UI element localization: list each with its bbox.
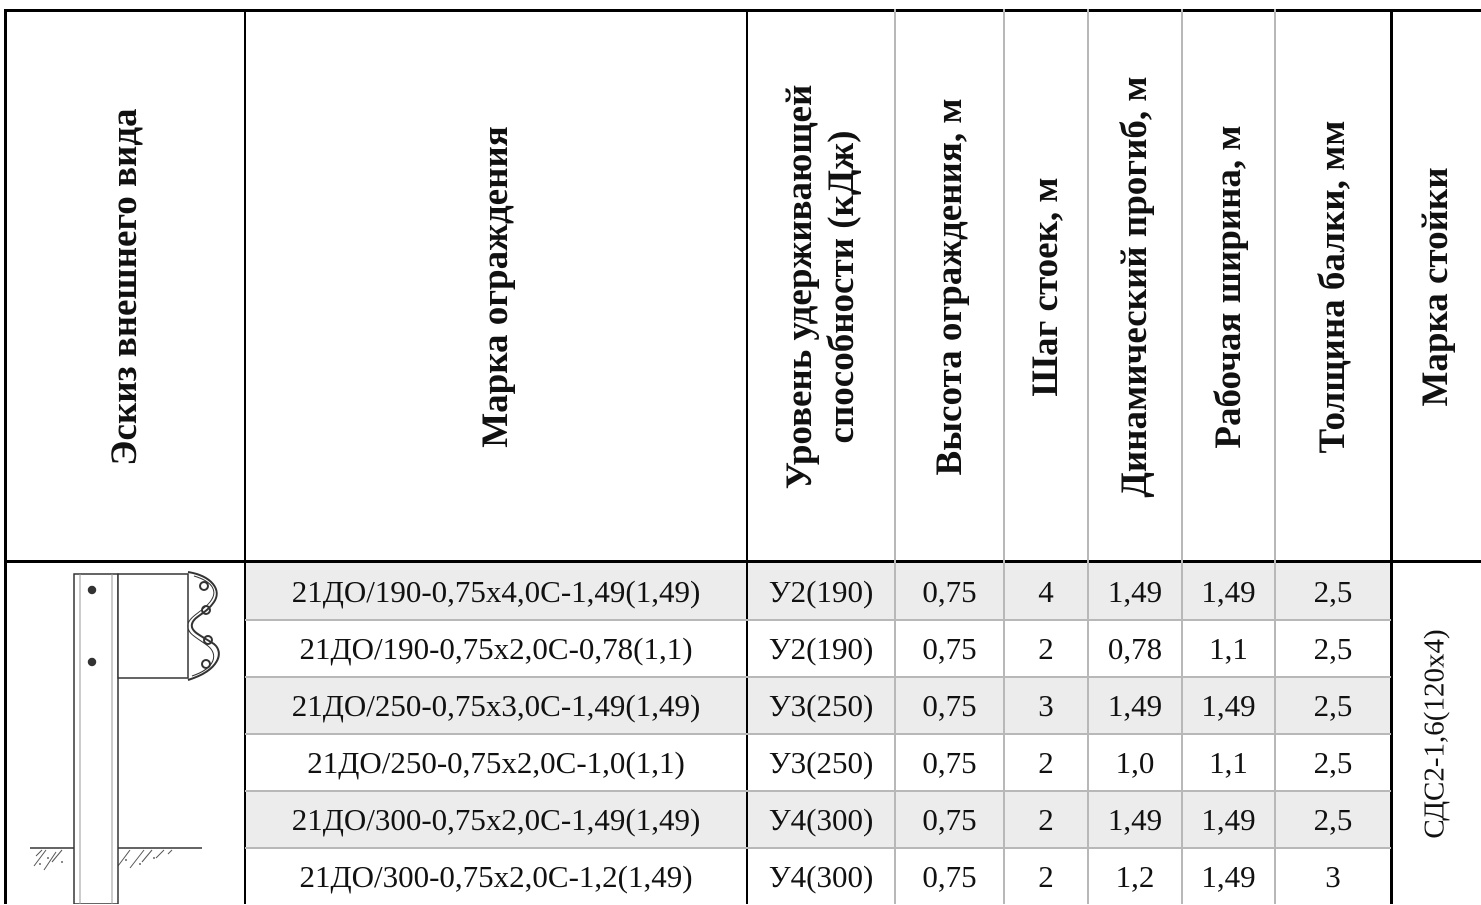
- cell-thickness: 2,5: [1313, 574, 1353, 609]
- col-divider-height: [1003, 9, 1005, 904]
- table-left-border: [4, 9, 7, 904]
- col-divider-brand: [746, 9, 748, 904]
- cell-width: 1,49: [1201, 859, 1256, 894]
- cell-thickness: 2,5: [1313, 802, 1353, 837]
- table-row: 21ДО/250-0,75х2,0С-1,0(1,1) У3(250) 0,75…: [245, 734, 1391, 791]
- cell-level: У3(250): [768, 688, 874, 723]
- table-row: 21ДО/190-0,75х4,0С-1,49(1,49) У2(190) 0,…: [245, 563, 1391, 620]
- col-divider-level: [894, 9, 896, 904]
- post-shape: [73, 573, 119, 904]
- cell-deflection: 1,49: [1107, 688, 1163, 723]
- cell-brand: 21ДО/300-0,75х2,0С-1,49(1,49): [291, 802, 701, 837]
- row-divider: [245, 619, 1391, 621]
- col-divider-sketch: [244, 9, 246, 904]
- cell-step: 4: [1038, 574, 1054, 609]
- cell-deflection: 1,2: [1115, 859, 1155, 894]
- cell-width: 1,1: [1209, 745, 1248, 780]
- table-top-border: [4, 9, 1481, 12]
- cell-width: 1,49: [1201, 574, 1256, 609]
- table-row: 21ДО/300-0,75х2,0С-1,2(1,49) У4(300) 0,7…: [245, 848, 1391, 905]
- cell-brand: 21ДО/190-0,75х2,0С-0,78(1,1): [299, 631, 693, 666]
- cell-brand: 21ДО/250-0,75х2,0С-1,0(1,1): [307, 745, 685, 780]
- col-divider-deflection: [1181, 9, 1183, 904]
- cell-level: У2(190): [768, 631, 874, 666]
- cell-height: 0,75: [922, 688, 977, 723]
- beam-profile: [187, 571, 220, 681]
- cell-thickness: 2,5: [1313, 631, 1353, 666]
- col-divider-width: [1274, 9, 1276, 904]
- table-row: 21ДО/300-0,75х2,0С-1,49(1,49) У4(300) 0,…: [245, 791, 1391, 848]
- cell-level: У2(190): [768, 574, 874, 609]
- cell-step: 2: [1038, 745, 1054, 780]
- cell-thickness: 2,5: [1313, 745, 1353, 780]
- col-divider-step: [1087, 9, 1089, 904]
- row-divider: [245, 790, 1391, 792]
- ground-hatch: [30, 847, 202, 871]
- cell-brand: 21ДО/190-0,75х4,0С-1,49(1,49): [291, 574, 701, 609]
- row-divider: [245, 847, 1391, 849]
- cell-height: 0,75: [922, 745, 977, 780]
- header-bottom-border: [4, 560, 1481, 563]
- cell-level: У4(300): [768, 802, 874, 837]
- cell-height: 0,75: [922, 631, 977, 666]
- cell-step: 2: [1038, 631, 1054, 666]
- cell-deflection: 1,49: [1107, 574, 1163, 609]
- cell-thickness: 3: [1325, 859, 1341, 894]
- cell-step: 3: [1038, 688, 1054, 723]
- cell-height: 0,75: [922, 802, 977, 837]
- row-divider: [245, 676, 1391, 678]
- cell-width: 1,49: [1201, 688, 1256, 723]
- cell-thickness: 2,5: [1313, 688, 1353, 723]
- cell-step: 2: [1038, 859, 1054, 894]
- row-divider: [245, 733, 1391, 735]
- cell-brand: 21ДО/250-0,75х3,0С-1,49(1,49): [291, 688, 701, 723]
- cell-width: 1,1: [1209, 631, 1248, 666]
- cell-deflection: 1,49: [1107, 802, 1163, 837]
- cell-level: У4(300): [768, 859, 874, 894]
- col-divider-post: [1390, 9, 1393, 904]
- cell-width: 1,49: [1201, 802, 1256, 837]
- cell-step: 2: [1038, 802, 1054, 837]
- barrier-sketch-image: [30, 571, 220, 904]
- cell-brand: 21ДО/300-0,75х2,0С-1,2(1,49): [299, 859, 693, 894]
- cell-level: У3(250): [768, 745, 874, 780]
- cell-deflection: 0,78: [1107, 631, 1163, 666]
- cell-height: 0,75: [922, 859, 977, 894]
- table-row: 21ДО/250-0,75х3,0С-1,49(1,49) У3(250) 0,…: [245, 677, 1391, 734]
- table-row: 21ДО/190-0,75х2,0С-0,78(1,1) У2(190) 0,7…: [245, 620, 1391, 677]
- spacer-shape: [117, 573, 189, 679]
- cell-height: 0,75: [922, 574, 977, 609]
- cell-deflection: 1,0: [1115, 745, 1155, 780]
